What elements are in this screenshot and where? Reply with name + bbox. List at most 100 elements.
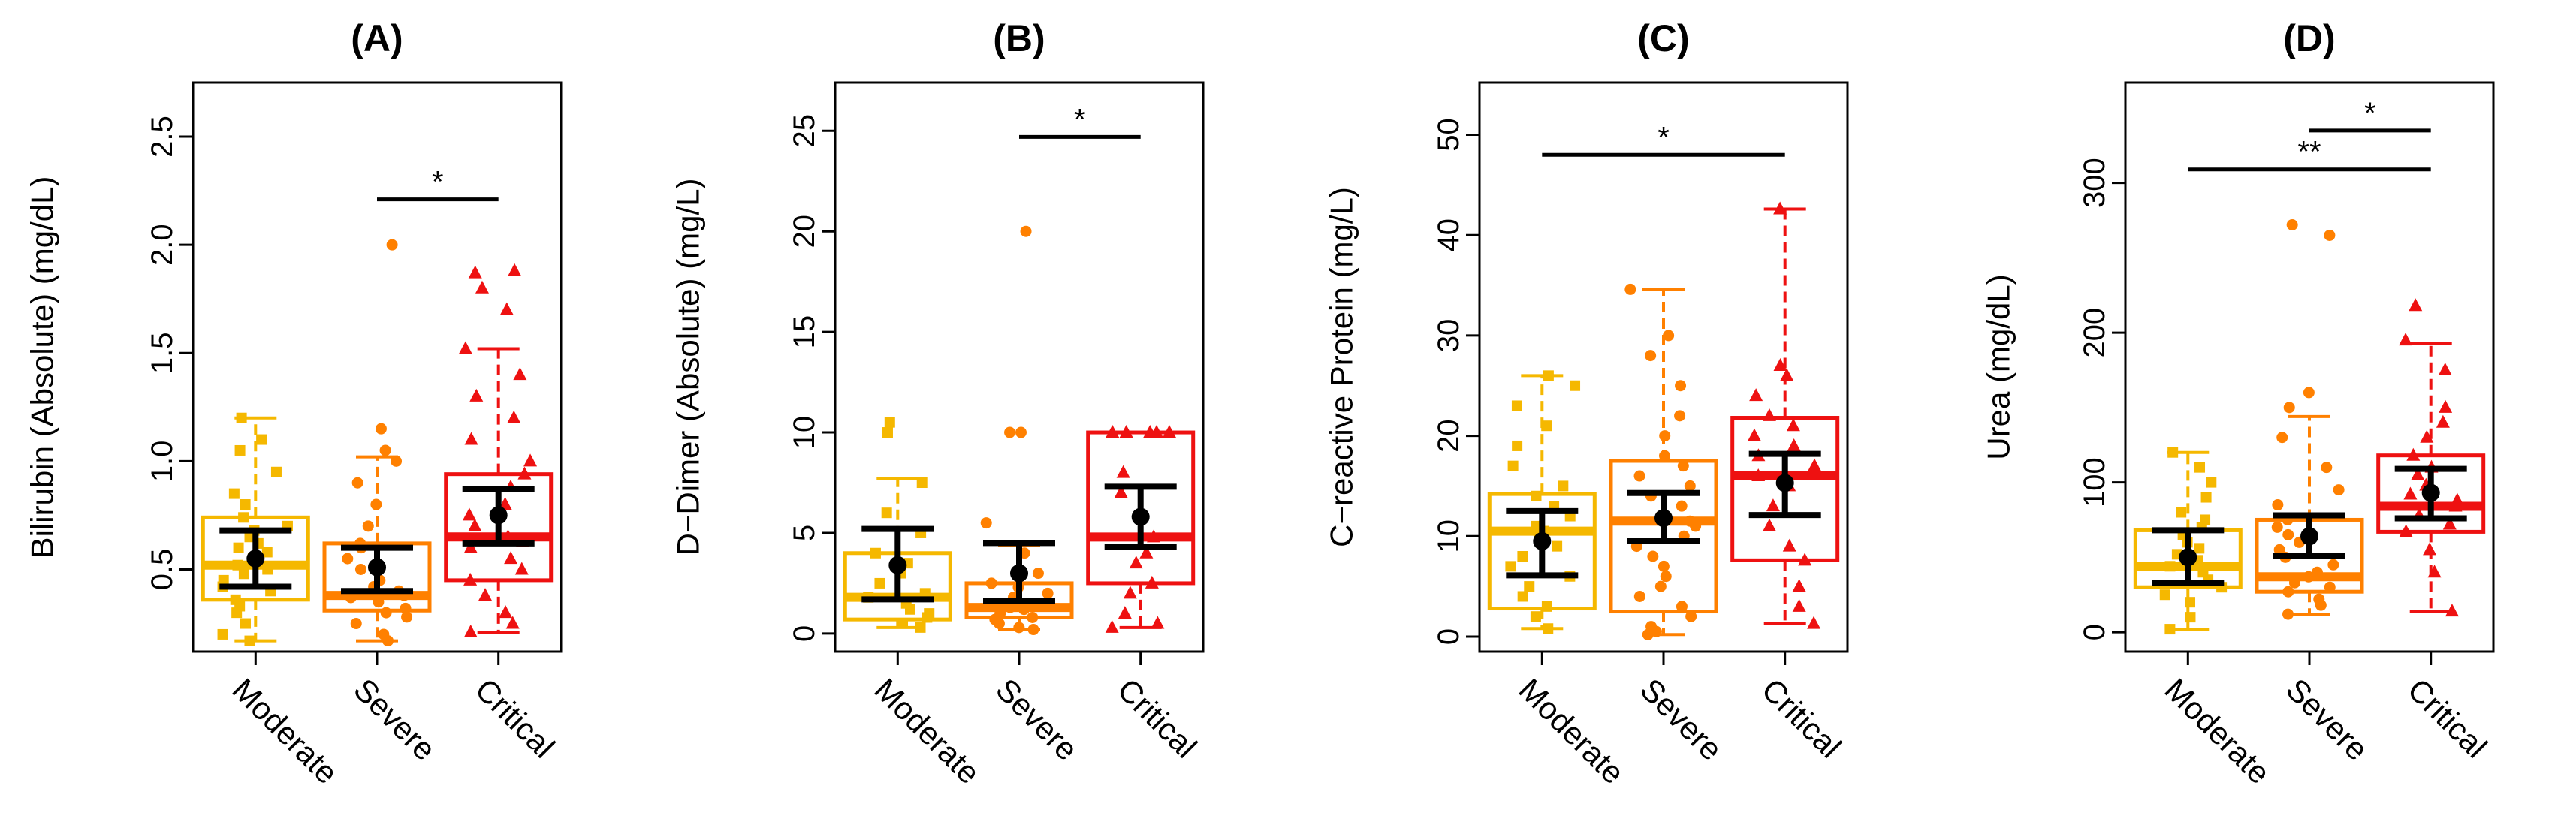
panel-d-data-point (2200, 514, 2211, 525)
panel-c-data-point (1543, 623, 1554, 634)
panel-a-data-point (469, 388, 484, 402)
panel-a-data-point (236, 412, 247, 423)
panel-d-box (2376, 453, 2486, 534)
panel-d-y-axis-label: Urea (mg/dL) (1980, 274, 2016, 459)
panel-b-mean-point (888, 556, 907, 574)
panel-d-data-point (2288, 572, 2300, 584)
panel-b-mean-point (1131, 507, 1150, 526)
panel-c-data-point (1517, 550, 1528, 562)
panel-c-data-point (1524, 581, 1535, 592)
panel-a-category-label: Critical (469, 672, 562, 765)
panel-d-data-point (2411, 467, 2425, 480)
panel-c-y-tick-label: 40 (1432, 218, 1465, 252)
panel-c-data-point (1645, 621, 1658, 633)
panel-b-data-point (1015, 426, 1027, 438)
panel-b-data-point (897, 618, 909, 629)
panel-a-data-point (468, 518, 482, 531)
panel-a-data-point (240, 618, 251, 629)
panel-a-data-point (508, 263, 522, 276)
panel-d-data-point (2272, 499, 2284, 511)
panel-b-category-label: Critical (1111, 672, 1204, 765)
panel-d-data-point (2197, 567, 2209, 578)
panel-b-data-point (1150, 425, 1164, 438)
panel-c-data-point (1749, 388, 1763, 402)
panel-c-y-tick-label: 20 (1432, 419, 1465, 453)
panel-d-data-point (2333, 484, 2345, 496)
panel-b-data-point (1151, 616, 1165, 629)
panel-d-data-point (2321, 462, 2333, 474)
panel-b-data-point (916, 477, 928, 489)
panel-d-data-point (2194, 462, 2206, 473)
panel-a-data-point (373, 596, 385, 608)
panel-a-data-point (378, 628, 390, 640)
panel-a-data-point (345, 592, 357, 604)
panel-d-data-point (2450, 492, 2464, 506)
panel-c-category-label: Moderate (1512, 672, 1631, 791)
panel-c-data-point (1541, 420, 1552, 432)
panel-b-data-point (1106, 425, 1120, 438)
panel-c-title: (C) (1637, 17, 1689, 59)
panel-c-data-point (1663, 330, 1675, 342)
panel-c-category-label: Severe (1633, 672, 1729, 767)
panel-c-data-point (1773, 201, 1787, 215)
panel-d-category-label: Critical (2401, 672, 2494, 765)
panel-a-data-point (362, 520, 374, 532)
panel-d-data-point (2176, 507, 2187, 518)
panel-b-data-point (884, 417, 895, 428)
panel-a-data-point (463, 540, 478, 553)
panel-c-data-point (1675, 380, 1687, 392)
panel-b-title: (B) (993, 17, 1045, 59)
panel-a-y-tick-label: 1.0 (146, 441, 179, 483)
panel-b-data-point (1032, 568, 1044, 580)
panel-c-data-point (1798, 553, 1812, 566)
panel-d-data-point (2206, 477, 2217, 488)
panel-a-data-point (517, 466, 532, 480)
panel-a-data-point (458, 341, 472, 354)
panel-b-data-point (924, 608, 935, 619)
panel-c-box (1730, 416, 1840, 562)
panel-a-data-point (342, 553, 354, 565)
panel-d-data-point (2399, 333, 2413, 346)
panel-d-mean-point (2300, 527, 2318, 546)
panel-d-data-point (2311, 566, 2323, 578)
panel-a-category-label: Moderate (225, 672, 345, 791)
panel-c-data-point (1505, 561, 1516, 572)
panel-b-data-point (1147, 529, 1161, 543)
panel-d-mean-point (2179, 548, 2197, 567)
panel-c-data-point (1792, 598, 1806, 612)
panel-d-data-point (2438, 362, 2452, 375)
panel-d-data-point (2442, 516, 2457, 530)
panel-a-category-label: Severe (347, 672, 442, 767)
panel-b: (B) D−Dimer (Absolute) (mg/L) 0 5 10 15 20 25… (670, 17, 1205, 790)
panel-a-data-point (370, 498, 382, 510)
panel-c-data-point (1780, 368, 1794, 381)
panel-c-category-label: Critical (1755, 672, 1848, 765)
panel-d-data-point (2185, 597, 2196, 608)
panel-c-data-point (1751, 468, 1766, 482)
panel-d-data-point (2282, 608, 2294, 620)
panel-d-data-point (2194, 543, 2205, 554)
panel-d-data-point (2282, 528, 2294, 540)
panel-a-data-point (504, 551, 518, 565)
panel-a-box (322, 541, 432, 613)
panel-b-data-point (1116, 465, 1130, 478)
panel-c-data-point (1530, 611, 1541, 622)
panel-b-data-point (1013, 622, 1025, 634)
panel-a-data-point (350, 618, 362, 630)
panel-a-data-point (401, 611, 413, 623)
panel-b-y-axis-label: D−Dimer (Absolute) (mg/L) (670, 179, 705, 556)
panel-d-title: (D) (2283, 17, 2335, 59)
panel-a-data-point (380, 607, 392, 619)
panel-d-y-tick-label: 100 (2078, 457, 2111, 507)
panel-d-mean-point (2421, 483, 2440, 502)
panel-a-y-tick-label: 2.0 (146, 224, 179, 266)
panel-b-category-label: Severe (989, 672, 1084, 767)
panel-d-y-tick-label: 300 (2078, 158, 2111, 208)
panel-c-data-point (1558, 480, 1569, 492)
panel-b-box (1086, 430, 1196, 586)
panel-a-data-point (238, 512, 249, 523)
panel-d-data-point (2436, 414, 2450, 428)
panel-a: (A) Bilirubin (Absolute) (mg/dL) 0.5 1.0 1… (24, 17, 563, 791)
panel-c-data-point (1684, 515, 1696, 527)
